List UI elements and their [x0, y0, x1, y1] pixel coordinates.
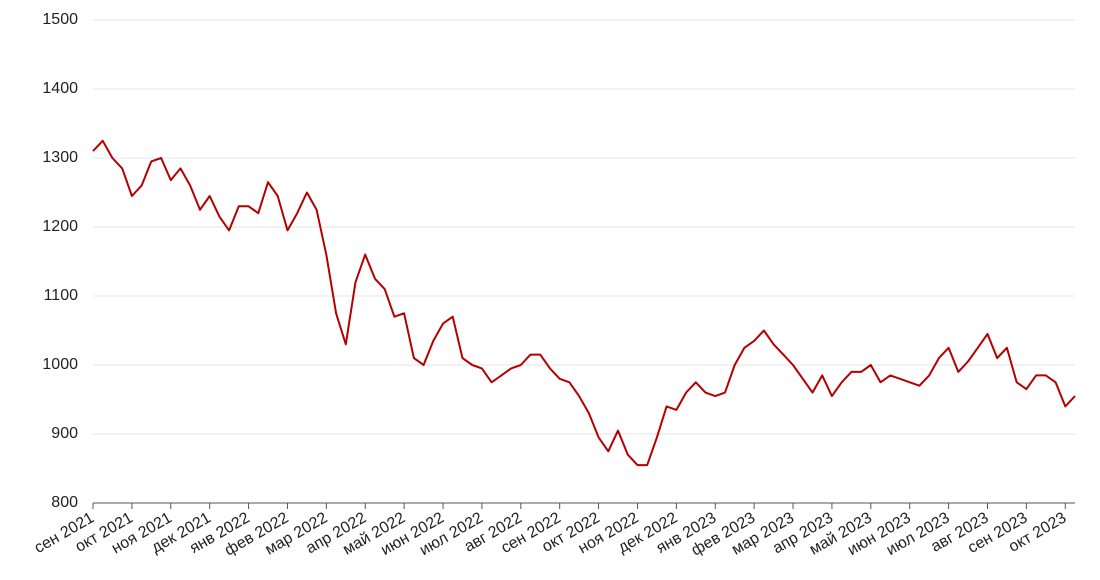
y-tick-label: 800 — [51, 494, 78, 511]
y-tick-label: 900 — [51, 425, 78, 442]
y-tick-label: 1300 — [42, 149, 78, 166]
y-tick-label: 1200 — [42, 218, 78, 235]
y-tick-label: 1000 — [42, 356, 78, 373]
y-tick-label: 1400 — [42, 80, 78, 97]
y-tick-label: 1100 — [44, 287, 79, 304]
y-tick-label: 1500 — [42, 11, 78, 28]
price-line — [92, 139, 1076, 467]
